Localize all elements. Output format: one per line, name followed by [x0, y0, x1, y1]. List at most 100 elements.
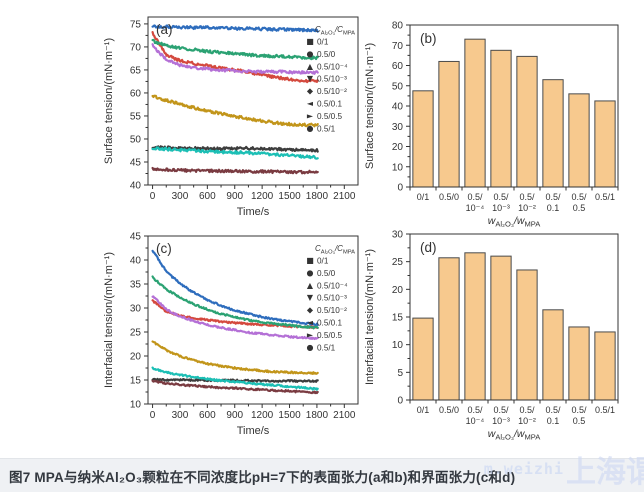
y-tick-label: 15	[130, 376, 142, 387]
legend-marker-triangle-down-icon: ▼	[307, 293, 314, 302]
x-tick-label: 1800	[306, 191, 329, 202]
legend-marker-triangle-left-icon: ◄	[307, 318, 314, 327]
bar-d-4	[516, 269, 538, 401]
x-category-label: 0.5/	[545, 405, 561, 415]
legend-marker-triangle-left-icon: ◄	[307, 99, 314, 108]
y-tick-label: 55	[130, 111, 142, 122]
x-category-label: 0.5	[573, 416, 586, 426]
x-category-label: 10⁻³	[492, 203, 510, 213]
x-tick-label: 1500	[278, 191, 301, 202]
y-tick-label: 40	[392, 102, 404, 113]
y-tick-label: 20	[392, 285, 404, 296]
x-category-label: 10⁻²	[518, 416, 536, 426]
legend-marker-triangle-up-icon: ▲	[307, 281, 314, 290]
legend-marker-diamond-icon: ◆	[307, 306, 314, 315]
legend-label: 0.5/10⁻³	[317, 75, 347, 84]
x-category-label: 0.5/	[493, 405, 509, 415]
x-category-label: 10⁻⁴	[466, 203, 485, 213]
y-tick-label: 25	[130, 328, 142, 339]
y-axis-title: Interfacial tension/(mN·m⁻¹)	[103, 252, 115, 388]
x-category-label: 0.5/	[519, 405, 535, 415]
x-category-label: 0.5/	[467, 192, 483, 202]
chart-svg-a: 0 300 600 900 1200 1500 1800 2100 40 45 50 55 60 65 70…	[103, 16, 359, 218]
series-line-0.5/0.5	[151, 366, 319, 391]
x-tick-label: 1200	[251, 410, 274, 421]
x-category-label: 0.5/	[545, 192, 561, 202]
y-tick-label: 0	[397, 183, 403, 194]
panel-label: (d)	[420, 240, 437, 255]
legend-marker-triangle-right-icon: ►	[307, 111, 314, 120]
series-line-0/1	[151, 377, 319, 383]
bar-d-1	[438, 257, 460, 401]
legend-label: 0.5/0.5	[317, 112, 342, 121]
x-tick-label: 600	[199, 410, 216, 421]
x-category-label: 0.5/	[519, 192, 535, 202]
legend-marker-triangle-up-icon: ▲	[307, 62, 314, 71]
legend-label: 0.5/0	[317, 269, 336, 278]
bar-b-2	[464, 38, 486, 188]
panel-label: (c)	[156, 241, 172, 256]
y-tick-label: 10	[392, 162, 404, 173]
y-tick-label: 65	[130, 65, 142, 76]
y-tick-label: 45	[130, 157, 142, 168]
x-category-label: 0.5/0	[439, 192, 459, 202]
series-line-0.5/10⁻⁴	[151, 24, 319, 33]
chart-svg-c: 0 300 600 900 1200 1500 1800 2100 10 15 20 25 30 35 40…	[103, 232, 359, 437]
bar-b-1	[438, 60, 460, 188]
x-tick-label: 300	[172, 191, 189, 202]
y-tick-label: 0	[397, 396, 403, 407]
legend-marker-diamond-icon: ◆	[307, 87, 314, 96]
bar-d-5	[542, 309, 564, 401]
y-tick-label: 15	[392, 313, 404, 324]
bar-b-7	[594, 100, 616, 188]
bar-b-3	[490, 49, 512, 188]
y-tick-label: 60	[392, 61, 404, 72]
legend-marker-circle-icon: ●	[307, 124, 314, 133]
x-category-label: 0.5/	[493, 192, 509, 202]
x-category-label: 0.5/	[571, 192, 587, 202]
panel-c-interfacial-tension-line-chart: 0 300 600 900 1200 1500 1800 2100 10 15 20 25 30 35 40…	[98, 223, 378, 449]
panel-label: (a)	[156, 22, 173, 37]
series-line-0.5/10⁻³	[151, 38, 319, 61]
legend-label: 0.5/1	[317, 343, 336, 352]
x-category-label: 0.5/1	[595, 192, 615, 202]
x-category-label: 10⁻²	[518, 203, 536, 213]
x-category-label: 0.5	[573, 203, 586, 213]
series-line-0.5/0.1	[151, 94, 319, 128]
bar-d-6	[568, 326, 590, 401]
legend-label: 0.5/10⁻²	[317, 87, 347, 96]
legend-marker-circle-icon: ●	[307, 343, 314, 352]
y-tick-label: 30	[392, 230, 404, 241]
x-category-label: 0.5/1	[595, 405, 615, 415]
y-tick-label: 10	[130, 400, 142, 411]
y-axis-title: Surface tension/(mN·m⁻¹)	[103, 38, 115, 164]
figure-caption-bar: 图7 MPA与纳米Al₂O₃颗粒在不同浓度比pH=7下的表面张力(a和b)和界面…	[0, 458, 644, 492]
legend-label: 0.5/10⁻⁴	[317, 281, 348, 290]
legend-label: 0.5/0.1	[317, 319, 342, 328]
series-line-0.5/10⁻²	[151, 43, 319, 75]
y-tick-label: 60	[130, 88, 142, 99]
x-category-label: 0/1	[417, 192, 430, 202]
legend-marker-triangle-right-icon: ►	[307, 330, 314, 339]
y-tick-label: 75	[130, 19, 142, 30]
panel-label: (b)	[420, 31, 437, 46]
y-axis-title: Surface tension/(mN·m⁻¹)	[364, 43, 376, 169]
y-tick-label: 70	[130, 42, 142, 53]
x-tick-label: 600	[199, 191, 216, 202]
y-axis-title: Interfacial tension/(mN·m⁻¹)	[364, 249, 376, 385]
x-tick-label: 900	[226, 410, 243, 421]
x-tick-label: 1500	[278, 410, 301, 421]
x-category-label: 10⁻³	[492, 416, 510, 426]
y-tick-label: 5	[397, 368, 403, 379]
panel-d-interfacial-tension-bar-chart: 0 5 10 15 20 25 30 0/1 0.5/0 0.5/10⁻⁴ 0.5/10⁻³ 0.5/…	[363, 223, 641, 455]
panel-b-surface-tension-bar-chart: 0 10 20 30 40 50 60 70 80 0/1 0.5/0 0.5/10⁻⁴ 0.5/10⁻…	[363, 4, 641, 234]
y-tick-label: 50	[130, 134, 142, 145]
bar-d-0	[412, 317, 434, 401]
y-tick-label: 45	[130, 232, 142, 243]
x-axis-title: Time/s	[237, 425, 270, 437]
legend-label: 0.5/0.1	[317, 100, 342, 109]
legend-marker-triangle-down-icon: ▼	[307, 74, 314, 83]
x-category-label: 0.1	[547, 416, 560, 426]
